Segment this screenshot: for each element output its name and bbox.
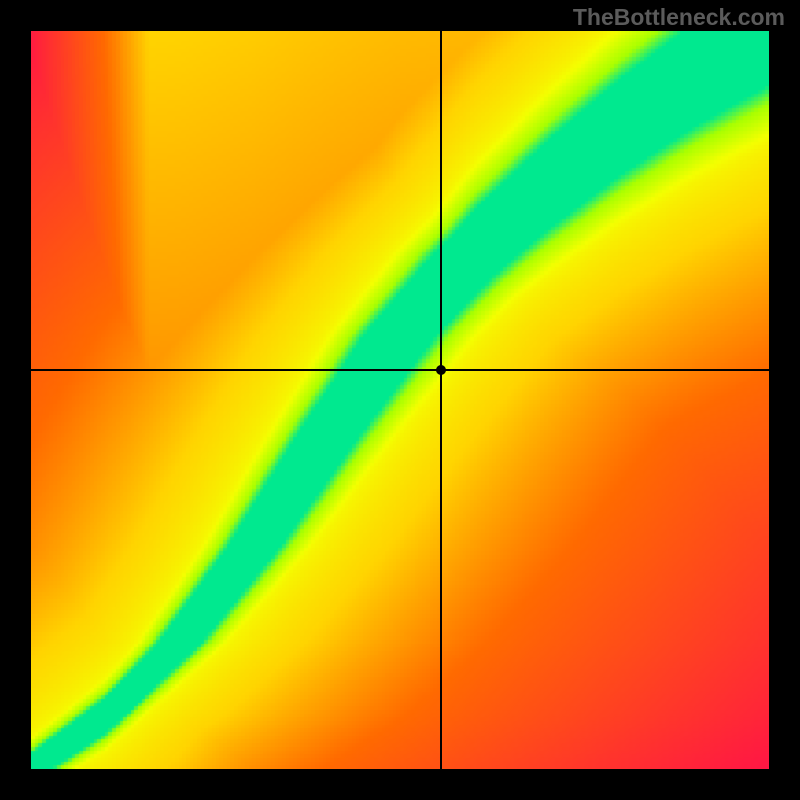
heatmap-canvas	[31, 31, 769, 769]
crosshair-vertical	[440, 31, 442, 769]
intersection-marker	[436, 365, 446, 375]
crosshair-horizontal	[31, 369, 769, 371]
plot-area	[31, 31, 769, 769]
watermark-text: TheBottleneck.com	[573, 4, 785, 31]
